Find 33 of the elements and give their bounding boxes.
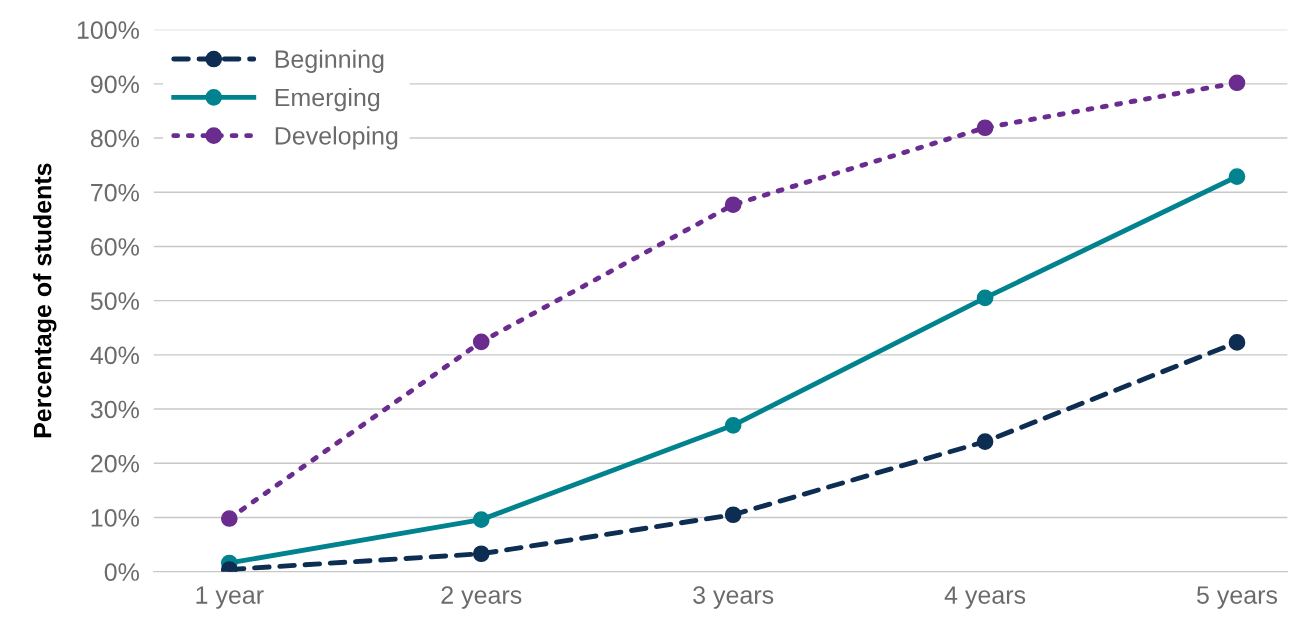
y-tick-label: 20% — [91, 454, 139, 473]
point — [724, 196, 742, 214]
point — [1228, 168, 1246, 185]
y-tick-label: 30% — [90, 400, 139, 419]
y-tick-label: 10% — [91, 509, 139, 527]
point — [1228, 334, 1246, 351]
y-tick-label: 40% — [90, 346, 139, 365]
x-tick-label: 3 years — [693, 586, 774, 609]
point — [472, 511, 490, 528]
point — [976, 289, 994, 307]
y-tick-label: 100% — [77, 21, 139, 39]
y-tick-label: 90% — [91, 75, 139, 94]
x-tick-label: 2 years — [441, 586, 522, 609]
y-tick-label: 0% — [104, 563, 139, 581]
point — [724, 416, 742, 434]
point — [1228, 74, 1246, 92]
y-tick-label: 60% — [91, 238, 139, 256]
x-tick-label: 5 years — [1196, 586, 1278, 609]
y-tick-label: 70% — [91, 183, 139, 202]
point — [724, 506, 742, 524]
point — [976, 119, 994, 137]
legend-label: Developing — [275, 126, 398, 150]
y-tick-label: 80% — [90, 129, 139, 148]
x-tick-label: 1 year — [196, 586, 264, 609]
x-tick-label: 4 years — [944, 586, 1026, 609]
legend-label: Emerging — [275, 87, 380, 112]
legend-label: Beginning — [275, 49, 384, 73]
point — [976, 433, 994, 450]
point — [472, 333, 490, 351]
point — [220, 510, 238, 527]
y-tick-label: 50% — [90, 292, 139, 310]
y-axis-title: Percentage of students — [33, 163, 57, 438]
point — [472, 545, 490, 563]
